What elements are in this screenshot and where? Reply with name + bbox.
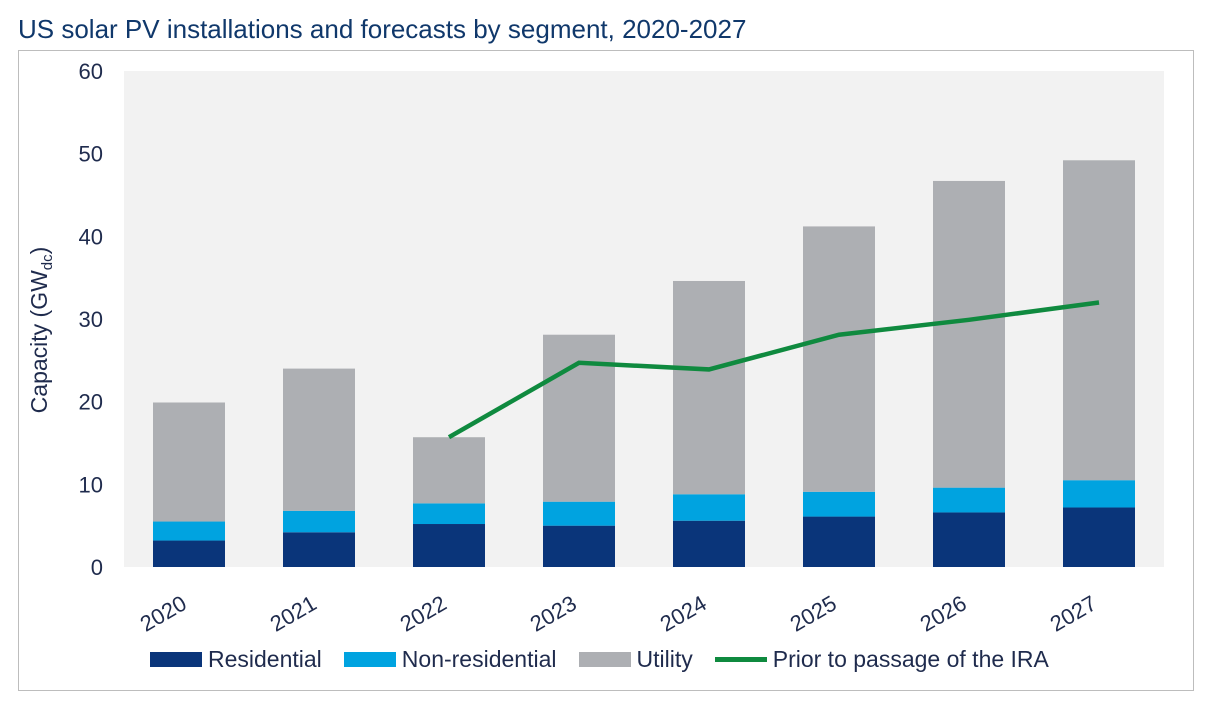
x-tick-label: 2022: [396, 590, 451, 636]
legend-label-ira-line: Prior to passage of the IRA: [772, 646, 1049, 672]
x-axis-ticks: 2020 2021 2022 2023 2024 2025 2026 2027: [136, 590, 1101, 636]
x-tick-label: 2023: [526, 590, 581, 636]
y-tick-label: 50: [79, 142, 103, 167]
y-tick-label: 60: [79, 59, 103, 84]
legend-label-utility: Utility: [636, 646, 693, 672]
bar-non-residential-2027: [1063, 480, 1135, 508]
bar-residential-2020: [153, 540, 225, 567]
y-tick-label: 20: [79, 390, 103, 415]
bar-utility-2025: [803, 226, 875, 492]
legend-swatch-ira-line: [714, 657, 767, 662]
legend-item-ira-line: Prior to passage of the IRA: [714, 646, 1049, 673]
legend-item-non-residential: Non-residential: [343, 646, 557, 673]
bar-residential-2025: [803, 516, 875, 567]
y-tick-label: 40: [79, 224, 103, 249]
bar-utility-2023: [543, 334, 615, 502]
legend-label-residential: Residential: [208, 646, 322, 672]
bar-residential-2026: [933, 512, 1005, 567]
legend-item-utility: Utility: [578, 646, 693, 673]
bar-residential-2024: [673, 520, 745, 567]
y-tick-label: 0: [91, 555, 103, 580]
bar-non-residential-2025: [803, 491, 875, 517]
x-tick-label: 2020: [136, 590, 191, 636]
x-tick-label: 2024: [656, 590, 711, 636]
plot-background: [124, 71, 1164, 567]
bar-non-residential-2021: [283, 510, 355, 533]
bar-non-residential-2026: [933, 487, 1005, 513]
bar-residential-2022: [413, 524, 485, 567]
y-tick-label: 10: [79, 472, 103, 497]
x-tick-label: 2027: [1046, 590, 1101, 636]
legend: Residential Non-residential Utility Prio…: [150, 646, 1071, 673]
legend-item-residential: Residential: [150, 646, 322, 673]
chart-frame: [18, 50, 1194, 691]
bar-utility-2022: [413, 437, 485, 504]
legend-swatch-non-residential: [343, 652, 396, 667]
bar-utility-2020: [153, 402, 225, 522]
legend-label-non-residential: Non-residential: [401, 646, 557, 672]
legend-swatch-residential: [150, 652, 202, 667]
y-axis-label-subscript: dc: [39, 254, 56, 270]
bar-residential-2023: [543, 525, 615, 567]
ira-line-series: [447, 300, 1100, 440]
chart-title: US solar PV installations and forecasts …: [18, 14, 747, 44]
y-axis-ticks: 0 10 20 30 40 50 60: [79, 59, 103, 580]
bar-residential-2027: [1063, 507, 1135, 567]
bar-residential-2021: [283, 532, 355, 567]
line-prior-to-passage-of-the-ira: [447, 300, 1100, 440]
bar-stacks: [153, 160, 1135, 567]
bar-non-residential-2022: [413, 503, 485, 525]
y-axis-label: Capacity (GWdc): [26, 247, 56, 414]
bar-non-residential-2023: [543, 501, 615, 526]
x-tick-label: 2025: [786, 590, 841, 636]
bar-non-residential-2024: [673, 494, 745, 521]
x-tick-label: 2026: [916, 590, 971, 636]
y-tick-label: 30: [79, 307, 103, 332]
legend-swatch-utility: [578, 652, 631, 667]
bar-non-residential-2020: [153, 521, 225, 541]
bar-utility-2021: [283, 368, 355, 511]
bar-utility-2026: [933, 180, 1005, 488]
x-tick-label: 2021: [266, 590, 321, 636]
bar-utility-2027: [1063, 160, 1135, 481]
bar-utility-2024: [673, 280, 745, 495]
